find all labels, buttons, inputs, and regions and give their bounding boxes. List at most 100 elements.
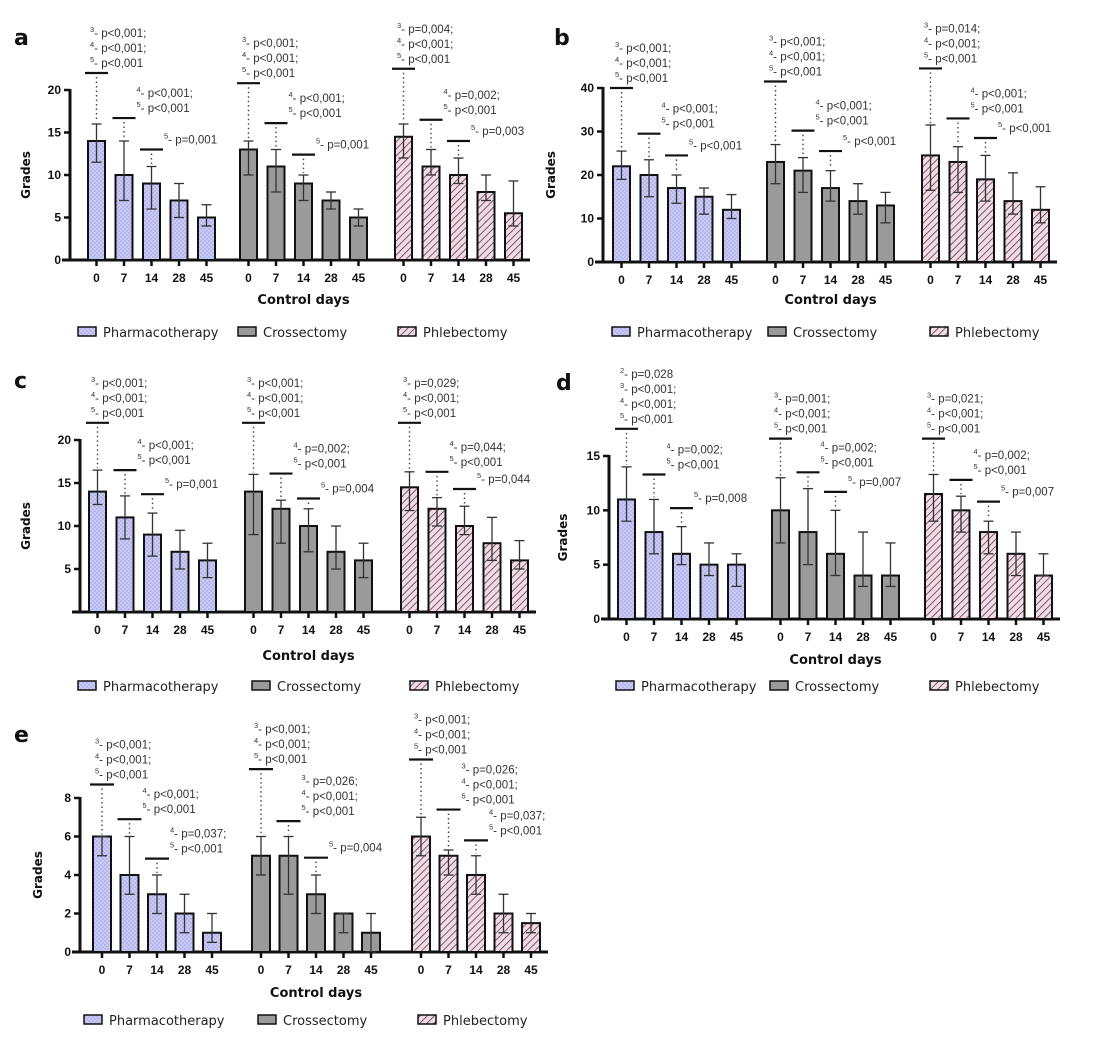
- legend-label-phlebectomy: Phlebectomy: [423, 326, 508, 341]
- x-tick-label: 45: [730, 630, 744, 644]
- x-tick-label: 0: [623, 630, 630, 644]
- significance-annotation: 5- p=0,004: [297, 480, 375, 507]
- p-value-label: 5- p<0,001: [403, 405, 456, 420]
- legend-swatch-pharmacotherapy: [611, 326, 631, 337]
- x-tick-label: 28: [479, 271, 493, 285]
- x-axis-label: Control days: [257, 293, 349, 308]
- comparison-index: 3: [90, 25, 94, 34]
- comparison-index: 5: [91, 405, 95, 414]
- p-value: - p<0,001;: [975, 88, 1027, 100]
- significance-annotation: 5- p=0,044: [453, 471, 531, 505]
- significance-annotation: 4- p=0,002;5- p<0,001: [642, 441, 723, 498]
- significance-annotation: 3- p<0,001;4- p<0,001;5- p<0,001: [764, 33, 825, 143]
- p-value: - p<0,001: [975, 103, 1024, 115]
- p-value: - p=0,001: [169, 479, 218, 491]
- y-tick-label: 10: [587, 503, 601, 517]
- x-tick-label: 28: [497, 963, 511, 977]
- series-pharmacotherapy: 0 7 14 28 453- p<0,001;4- p<0,001;5- p<0,001…: [86, 375, 218, 637]
- p-value: - p<0,001: [293, 108, 342, 120]
- p-value: - p<0,001: [847, 136, 896, 148]
- comparison-index: 5: [321, 480, 325, 489]
- legend-swatch-crossectomy: [769, 680, 789, 691]
- legend-swatch-pharmacotherapy: [77, 326, 97, 337]
- comparison-index: 5: [927, 421, 931, 430]
- x-tick-label: 45: [879, 273, 893, 287]
- p-value-label: 5- p=0,001: [316, 137, 369, 152]
- p-value: - p<0,001;: [95, 378, 147, 390]
- p-value: - p<0,001;: [418, 730, 470, 742]
- panel-letter: d: [556, 371, 572, 396]
- p-value: - p=0,044;: [454, 442, 506, 454]
- p-value: - p<0,001: [141, 103, 190, 115]
- series-crossectomy: 0 7 14 28 453- p<0,001;4- p<0,001;5- p<0,001…: [764, 33, 896, 287]
- p-value-label: 5- p<0,001: [816, 113, 869, 128]
- p-value-label: 4- p=0,037;: [170, 826, 226, 841]
- significance-annotation: 3- p<0,001;4- p<0,001;5- p<0,001: [242, 375, 303, 473]
- p-value: - p=0,001: [320, 140, 369, 152]
- legend-swatch-phlebectomy: [417, 1014, 437, 1025]
- legend-swatch-phlebectomy: [929, 680, 949, 691]
- legend-swatch-crossectomy: [251, 680, 271, 691]
- x-tick-label: 14: [670, 273, 684, 287]
- p-value: - p<0,001: [466, 795, 515, 807]
- significance-annotation: 4- p=0,002;5- p<0,001: [269, 441, 350, 499]
- x-tick-label: 45: [725, 273, 739, 287]
- comparison-index: 5: [143, 801, 147, 810]
- p-value-label: 4- p<0,001;: [615, 55, 671, 70]
- p-value: - p<0,001;: [820, 101, 872, 113]
- significance-annotation: 5- p=0,001: [141, 476, 218, 512]
- comparison-index: 5: [821, 454, 825, 463]
- x-tick-label: 7: [958, 630, 965, 644]
- significance-annotation: 3- p=0,026;4- p<0,001;5- p<0,001: [436, 762, 518, 848]
- p-value-label: 4- p=0,002;: [667, 441, 723, 456]
- legend-swatch-crossectomy: [237, 326, 257, 337]
- x-tick-label: 28: [178, 963, 192, 977]
- x-tick-label: 7: [126, 963, 133, 977]
- comparison-index: 3: [462, 762, 466, 771]
- x-tick-label: 0: [93, 271, 100, 285]
- comparison-index: 3: [95, 737, 99, 746]
- comparison-index: 4: [927, 406, 931, 415]
- comparison-index: 5: [247, 405, 251, 414]
- bar: [455, 525, 474, 613]
- x-tick-label: 45: [352, 271, 366, 285]
- x-tick-label: 14: [979, 273, 993, 287]
- p-value-label: 3- p=0,026;: [302, 773, 358, 788]
- p-value-label: 4- p<0,001;: [254, 736, 310, 751]
- p-value: - p<0,001;: [142, 440, 194, 452]
- y-tick-label: 10: [581, 212, 595, 226]
- p-value-label: 5- p<0,001: [462, 792, 515, 807]
- legend-swatch-phlebectomy: [409, 680, 429, 691]
- legend-swatch-pharmacotherapy: [83, 1014, 103, 1025]
- p-value: - p<0,001;: [246, 38, 298, 50]
- x-tick-label: 0: [418, 963, 425, 977]
- x-tick-label: 14: [829, 630, 843, 644]
- comparison-index: 4: [91, 390, 95, 399]
- comparison-index: 4: [397, 36, 401, 45]
- p-value-label: 3- p<0,001;: [414, 712, 470, 727]
- p-value: - p<0,001;: [251, 393, 303, 405]
- comparison-index: 4: [821, 439, 825, 448]
- y-tick-label: 4: [64, 868, 71, 882]
- x-tick-label: 7: [278, 623, 285, 637]
- x-axis-label: Control days: [270, 986, 362, 1001]
- x-tick-label: 14: [469, 963, 483, 977]
- y-tick-label: 8: [64, 791, 71, 805]
- x-tick-label: 7: [273, 271, 280, 285]
- p-value: - p<0,001;: [293, 93, 345, 105]
- comparison-index: 4: [620, 396, 624, 405]
- p-value-label: 5- p<0,001: [397, 51, 450, 66]
- p-value-label: 3- p=0,014;: [924, 20, 980, 35]
- p-value: - p<0,001;: [624, 399, 676, 411]
- significance-annotation: 4- p<0,001;5- p<0,001: [264, 90, 345, 148]
- significance-annotation: 3- p=0,004;4- p<0,001;5- p<0,001: [392, 21, 453, 122]
- panel-letter: b: [554, 26, 570, 51]
- p-value-label: 5- p<0,001: [242, 65, 295, 80]
- p-value: - p<0,001: [448, 105, 497, 117]
- panel-letter: e: [14, 723, 29, 748]
- x-tick-label: 7: [122, 623, 129, 637]
- y-tick-label: 0: [587, 255, 594, 269]
- x-tick-label: 28: [1009, 630, 1023, 644]
- p-value: - p<0,001: [99, 770, 148, 782]
- bar: [612, 165, 631, 263]
